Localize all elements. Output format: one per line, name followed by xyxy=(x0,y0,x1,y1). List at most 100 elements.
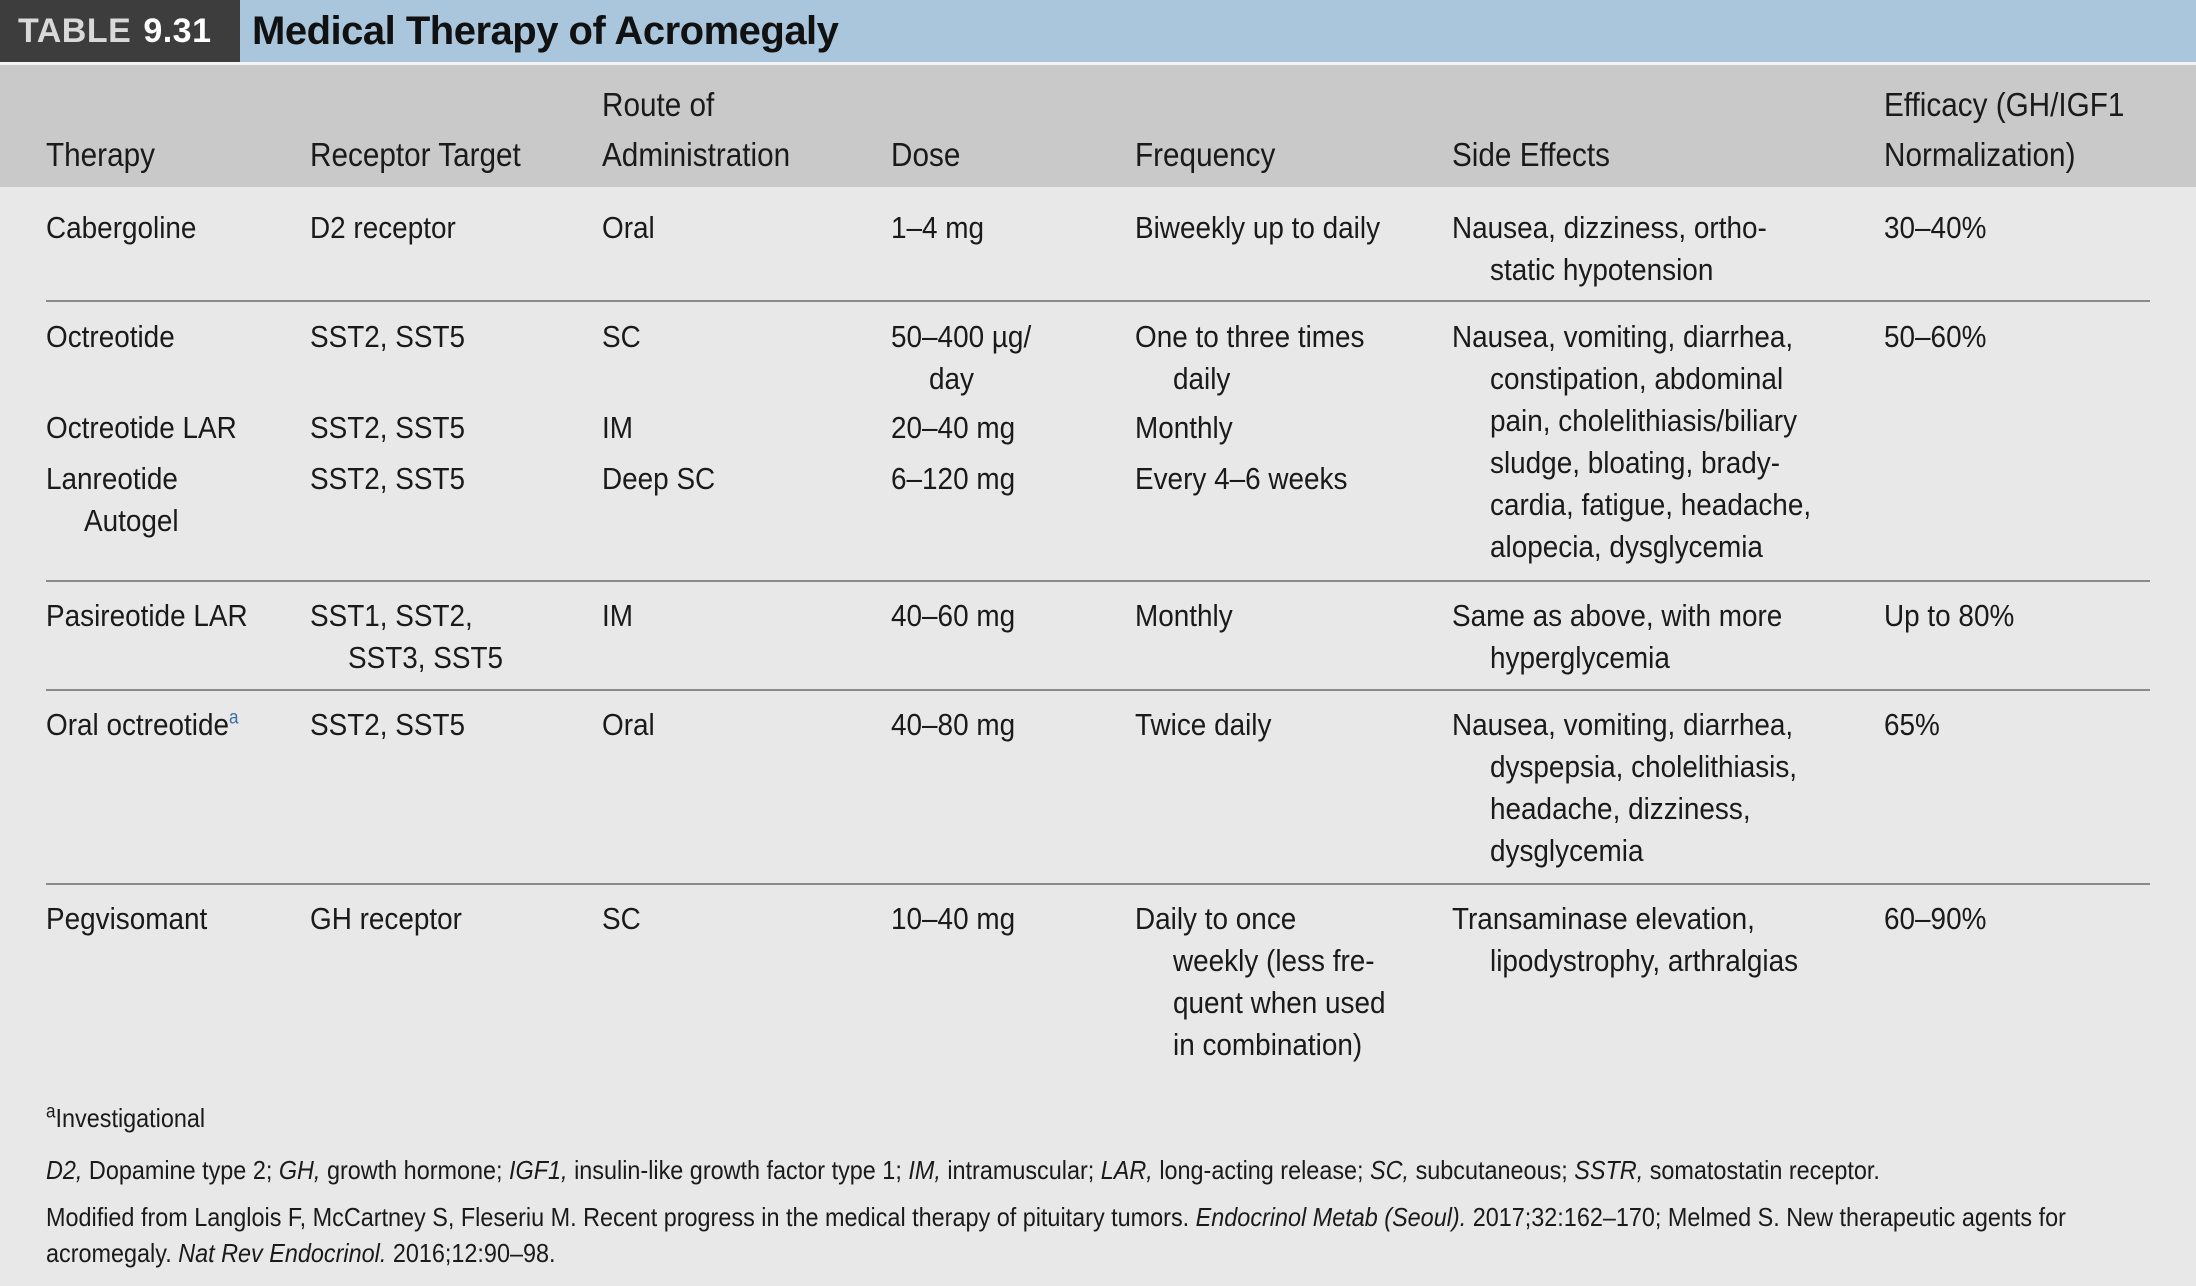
column-header-receptor: Receptor Target xyxy=(310,136,521,173)
column-header-efficacy: Efficacy (GH/IGF1 xyxy=(1884,86,2125,123)
abbreviation-term: SC, xyxy=(1370,1155,1410,1185)
table-cell-side-effects: Same as above, with more xyxy=(1452,598,1783,633)
table-cell-efficacy: 65% xyxy=(1884,707,1940,742)
table-cell-route: SC xyxy=(602,901,641,936)
abbreviation-definition: Dopamine type 2; xyxy=(82,1155,279,1185)
table-cell-therapy: Cabergoline xyxy=(46,210,197,245)
table-cell-frequency: Monthly xyxy=(1135,410,1233,445)
table-cell-side-effects: dysglycemia xyxy=(1490,833,1644,868)
row-divider xyxy=(46,580,2150,582)
column-header-route: Administration xyxy=(602,136,791,173)
table-cell-route: Oral xyxy=(602,210,655,245)
abbreviation-term: LAR, xyxy=(1100,1155,1153,1185)
abbreviation-term: IGF1, xyxy=(509,1155,568,1185)
table-label-number: 9.31 xyxy=(143,11,212,50)
table-cell-therapy: Octreotide LAR xyxy=(46,410,237,445)
table-cell-receptor: SST2, SST5 xyxy=(310,461,466,496)
column-header-therapy: Therapy xyxy=(46,136,155,173)
table-header-band xyxy=(0,65,2196,187)
table-cell-side-effects: hyperglycemia xyxy=(1490,640,1670,675)
footnote-text: Investigational xyxy=(55,1103,206,1133)
table-cell-receptor: D2 receptor xyxy=(310,210,456,245)
source-journal: Endocrinol Metab (Seoul). xyxy=(1195,1202,1467,1232)
abbreviation-definition: insulin-like growth factor type 1; xyxy=(567,1155,909,1185)
table-cell-side-effects: constipation, abdominal xyxy=(1490,361,1784,396)
table-cell-route: Deep SC xyxy=(602,461,716,496)
table-cell-side-effects: pain, cholelithiasis/biliary xyxy=(1490,403,1798,438)
table-cell-receptor: SST2, SST5 xyxy=(310,319,466,354)
abbreviation-definition: intramuscular; xyxy=(940,1155,1101,1185)
source-text: 2017;32:162–170; Melmed S. New therapeut… xyxy=(1466,1202,2066,1232)
table-cell-side-effects: alopecia, dysglycemia xyxy=(1490,529,1763,564)
table-cell-receptor: SST2, SST5 xyxy=(310,410,466,445)
table-cell-receptor: SST2, SST5 xyxy=(310,707,466,742)
table-cell-dose: 20–40 mg xyxy=(891,410,1016,445)
table-label-word: TABLE xyxy=(18,11,132,50)
abbreviation-definition: growth hormone; xyxy=(320,1155,510,1185)
table-cell-side-effects: Nausea, vomiting, diarrhea, xyxy=(1452,319,1794,354)
abbreviation-term: SSTR, xyxy=(1574,1155,1644,1185)
row-divider xyxy=(46,689,2150,691)
source-note-continued: acromegaly. Nat Rev Endocrinol. 2016;12:… xyxy=(46,1235,556,1271)
footnote-mark: a xyxy=(46,1101,56,1123)
table-cell-therapy: Octreotide xyxy=(46,319,175,354)
source-note: Modified from Langlois F, McCartney S, F… xyxy=(46,1199,2066,1235)
table-cell-route: IM xyxy=(602,410,633,445)
abbreviation-definition: subcutaneous; xyxy=(1409,1155,1575,1185)
table-cell-route: SC xyxy=(602,319,641,354)
table-cell-side-effects: cardia, fatigue, headache, xyxy=(1490,487,1812,522)
table-cell-efficacy: Up to 80% xyxy=(1884,598,2015,633)
table-number-label: TABLE 9.31 xyxy=(0,0,240,62)
footnote-reference: a xyxy=(228,707,239,729)
table-cell-route: Oral xyxy=(602,707,655,742)
table-cell-frequency: One to three times xyxy=(1135,319,1365,354)
table-cell-therapy: Lanreotide xyxy=(46,461,178,496)
table-cell-efficacy: 60–90% xyxy=(1884,901,1987,936)
table-cell-therapy: Pegvisomant xyxy=(46,901,208,936)
table-cell-frequency: Monthly xyxy=(1135,598,1233,633)
table-cell-frequency: in combination) xyxy=(1173,1027,1363,1062)
table-cell-frequency: daily xyxy=(1173,361,1231,396)
title-bar xyxy=(0,0,2196,65)
abbreviation-definition: somatostatin receptor. xyxy=(1643,1155,1880,1185)
table-cell-side-effects: sludge, bloating, brady- xyxy=(1490,445,1781,480)
table-cell-side-effects: Transaminase elevation, xyxy=(1452,901,1755,936)
column-header-side-effects: Side Effects xyxy=(1452,136,1610,173)
table-cell-dose: 40–80 mg xyxy=(891,707,1016,742)
table-cell-frequency: Every 4–6 weeks xyxy=(1135,461,1348,496)
source-text: Modified from Langlois F, McCartney S, F… xyxy=(46,1202,1196,1232)
table-cell-side-effects: headache, dizziness, xyxy=(1490,791,1751,826)
abbreviations-note: D2, Dopamine type 2; GH, growth hormone;… xyxy=(46,1152,1880,1188)
table-cell-efficacy: 30–40% xyxy=(1884,210,1987,245)
source-journal: Nat Rev Endocrinol. xyxy=(178,1238,387,1268)
table-cell-dose: day xyxy=(929,361,974,396)
table-cell-route: IM xyxy=(602,598,633,633)
table-cell-side-effects: Nausea, dizziness, ortho- xyxy=(1452,210,1767,245)
table-cell-dose: 40–60 mg xyxy=(891,598,1016,633)
therapy-name: Oral octreotide xyxy=(46,707,229,742)
table-cell-side-effects: static hypotension xyxy=(1490,252,1714,287)
footnote: aInvestigational xyxy=(46,1100,205,1136)
table-cell-receptor: SST3, SST5 xyxy=(348,640,504,675)
table-cell-side-effects: lipodystrophy, arthralgias xyxy=(1490,943,1799,978)
abbreviation-term: IM, xyxy=(908,1155,941,1185)
table-title: Medical Therapy of Acromegaly xyxy=(252,8,839,53)
column-header-efficacy: Normalization) xyxy=(1884,136,2076,173)
column-header-dose: Dose xyxy=(891,136,961,173)
table-cell-dose: 50–400 µg/ xyxy=(891,319,1032,354)
table-cell-therapy: Oral octreotidea xyxy=(46,704,239,746)
table-cell-side-effects: Nausea, vomiting, diarrhea, xyxy=(1452,707,1794,742)
table-cell-therapy: Autogel xyxy=(84,503,179,538)
table-cell-frequency: Twice daily xyxy=(1135,707,1272,742)
column-header-frequency: Frequency xyxy=(1135,136,1276,173)
abbreviation-term: GH, xyxy=(278,1155,321,1185)
table-cell-receptor: GH receptor xyxy=(310,901,462,936)
source-text: 2016;12:90–98. xyxy=(386,1238,556,1268)
source-text: acromegaly. xyxy=(46,1238,179,1268)
abbreviation-definition: long-acting release; xyxy=(1152,1155,1371,1185)
table-cell-dose: 1–4 mg xyxy=(891,210,985,245)
table-cell-dose: 6–120 mg xyxy=(891,461,1016,496)
table-cell-efficacy: 50–60% xyxy=(1884,319,1987,354)
abbreviation-term: D2, xyxy=(46,1155,83,1185)
table-cell-therapy: Pasireotide LAR xyxy=(46,598,248,633)
